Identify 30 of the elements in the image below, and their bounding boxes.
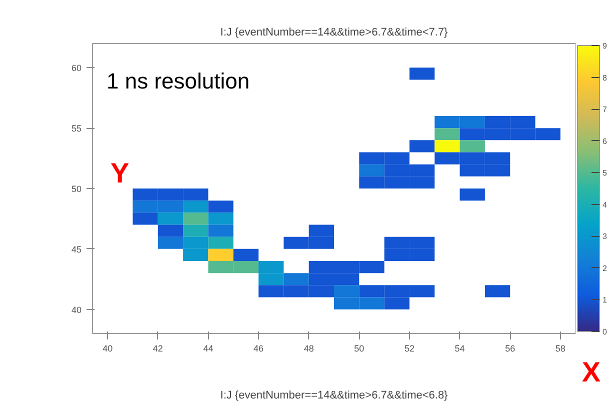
text: I:J {eventNumber==14&&time>6.7&&time<6.8} — [220, 390, 448, 401]
color-bar-label: 4 — [602, 200, 608, 210]
x-axis-title: X — [582, 356, 601, 388]
color-bar-label: 7 — [602, 105, 608, 114]
color-bar-label: 2 — [602, 264, 608, 273]
x-tick-label: 54 — [454, 344, 465, 354]
color-bar-label: 1 — [602, 296, 608, 305]
color-bar-label: 8 — [602, 73, 608, 82]
annotation: 1 ns resolution — [106, 68, 250, 94]
y-tick-label: 45 — [71, 244, 82, 254]
y-tick-label: 50 — [71, 184, 82, 194]
y-tick-label: 55 — [71, 124, 82, 134]
x-tick-label: 50 — [354, 344, 364, 354]
color-bar-label: 5 — [602, 168, 608, 178]
y-tick-label: 40 — [71, 304, 82, 315]
x-tick-label: 52 — [404, 344, 414, 354]
color-bar-label: 3 — [602, 232, 608, 242]
x-tick-label: 40 — [102, 344, 113, 354]
color-bar-label: 0 — [602, 328, 608, 336]
color-bar-label: 6 — [602, 136, 608, 146]
chart-title: I:J {eventNumber==14&&time>6.7&&time<7.7} — [220, 26, 448, 38]
x-tick-label: 42 — [152, 344, 163, 354]
color-bar-label: 9 — [602, 42, 608, 50]
x-tick-label: 46 — [254, 344, 264, 354]
x-tick-label: 58 — [555, 344, 566, 354]
y-tick-label: 60 — [71, 63, 82, 74]
x-tick-label: 48 — [304, 344, 314, 354]
y-axis-title: Y — [110, 158, 130, 188]
x-tick-label: 56 — [505, 344, 516, 354]
x-tick-label: 44 — [203, 344, 214, 354]
